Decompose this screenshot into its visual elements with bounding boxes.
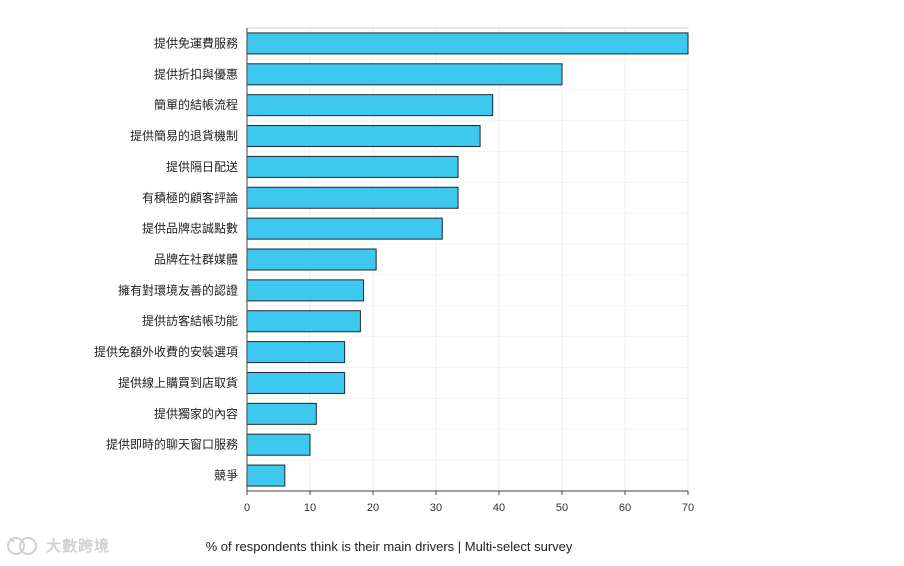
bar-3 [246,125,481,148]
bar-7 [246,248,377,271]
bar-1 [246,63,563,86]
category-label-3: 提供簡易的退貨機制 [130,128,238,143]
bar-10 [246,341,346,364]
category-label-13: 提供即時的聊天窗口服務 [106,437,238,452]
category-label-11: 提供線上購買到店取貨 [118,375,238,390]
x-axis: 0 10 20 30 40 50 60 70 [244,28,694,514]
category-label-1: 提供折扣與優惠 [154,66,238,81]
logo-mark-icon [7,537,37,555]
x-tick-label-2: 20 [367,502,379,514]
gridlines [246,27,689,492]
bar-14 [246,464,286,487]
category-label-5: 有積極的顧客評論 [142,190,238,205]
bar-5 [246,186,459,209]
bar-13 [246,433,311,456]
bar-12 [246,402,317,425]
bar-6 [246,217,443,240]
category-label-0: 提供免運費服務 [154,35,238,50]
x-tick-label-1: 10 [304,502,316,514]
category-label-9: 提供訪客結帳功能 [142,313,238,328]
bar-2 [246,94,494,117]
category-label-2: 簡單的結帳流程 [154,97,238,112]
bar-9 [246,310,361,333]
watermark-text: 大數跨境 [46,536,111,555]
watermark: 大數跨境 [6,534,110,556]
category-label-8: 擁有對環境友善的認證 [118,282,238,297]
category-labels: 提供免運費服務提供折扣與優惠簡單的結帳流程提供簡易的退貨機制提供隔日配送有積極的… [94,35,238,482]
bar-8 [246,279,365,302]
category-label-14: 競爭 [214,468,238,483]
x-tick-label-0: 0 [244,502,250,514]
bar-11 [246,371,346,394]
x-tick-label-5: 50 [556,502,568,514]
category-label-6: 提供品牌忠誠點數 [142,221,238,236]
category-label-10: 提供免額外收費的安裝選項 [94,344,238,359]
bars [246,32,689,487]
category-label-7: 品牌在社群媒體 [154,252,238,267]
x-tick-label-4: 40 [493,502,505,514]
x-axis-title: % of respondents think is their main dri… [205,539,573,554]
bar-0 [246,32,689,55]
x-tick-label-7: 70 [682,502,694,514]
x-tick-label-3: 30 [430,502,442,514]
x-tick-label-6: 60 [619,502,631,514]
category-label-4: 提供隔日配送 [166,159,238,174]
category-label-12: 提供獨家的內容 [154,406,238,421]
bar-4 [246,155,459,178]
bar-chart: 提供免運費服務提供折扣與優惠簡單的結帳流程提供簡易的退貨機制提供隔日配送有積極的… [94,27,694,514]
